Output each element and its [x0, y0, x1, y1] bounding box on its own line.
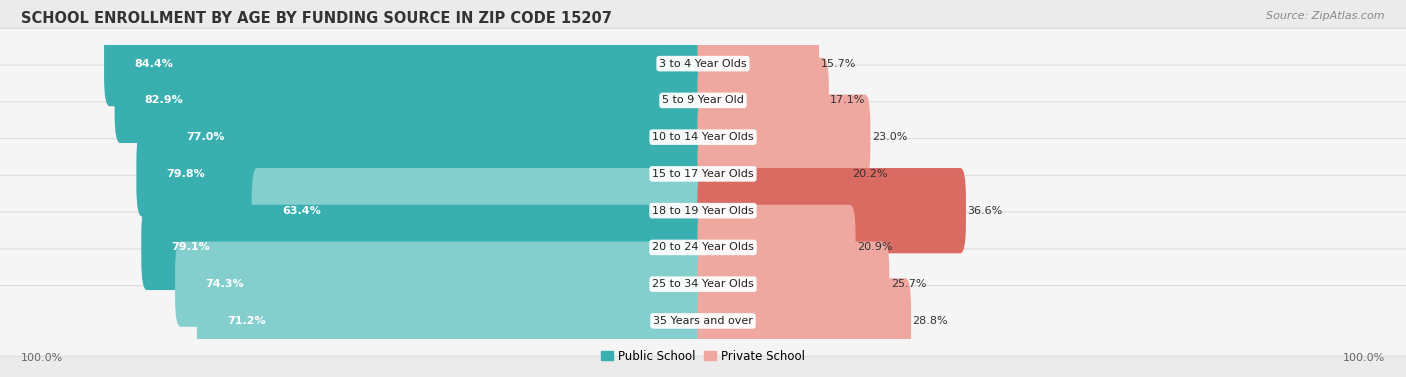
Text: 15 to 17 Year Olds: 15 to 17 Year Olds — [652, 169, 754, 179]
FancyBboxPatch shape — [176, 242, 709, 327]
Text: 63.4%: 63.4% — [281, 205, 321, 216]
FancyBboxPatch shape — [697, 205, 855, 290]
FancyBboxPatch shape — [136, 131, 709, 216]
Text: 18 to 19 Year Olds: 18 to 19 Year Olds — [652, 205, 754, 216]
FancyBboxPatch shape — [252, 168, 709, 253]
Text: SCHOOL ENROLLMENT BY AGE BY FUNDING SOURCE IN ZIP CODE 15207: SCHOOL ENROLLMENT BY AGE BY FUNDING SOUR… — [21, 11, 612, 26]
FancyBboxPatch shape — [0, 102, 1406, 172]
Text: 82.9%: 82.9% — [145, 95, 184, 106]
Text: 25.7%: 25.7% — [891, 279, 927, 289]
Text: 5 to 9 Year Old: 5 to 9 Year Old — [662, 95, 744, 106]
Text: 79.1%: 79.1% — [172, 242, 211, 253]
Text: 71.2%: 71.2% — [226, 316, 266, 326]
FancyBboxPatch shape — [697, 58, 830, 143]
Text: 28.8%: 28.8% — [912, 316, 948, 326]
Text: 20.9%: 20.9% — [858, 242, 893, 253]
Text: 36.6%: 36.6% — [967, 205, 1002, 216]
FancyBboxPatch shape — [697, 21, 818, 106]
FancyBboxPatch shape — [0, 28, 1406, 99]
FancyBboxPatch shape — [0, 286, 1406, 356]
Text: 17.1%: 17.1% — [830, 95, 866, 106]
FancyBboxPatch shape — [0, 139, 1406, 209]
Text: 25 to 34 Year Olds: 25 to 34 Year Olds — [652, 279, 754, 289]
Text: 74.3%: 74.3% — [205, 279, 243, 289]
Legend: Public School, Private School: Public School, Private School — [596, 345, 810, 367]
FancyBboxPatch shape — [697, 278, 911, 363]
FancyBboxPatch shape — [0, 175, 1406, 246]
Text: Source: ZipAtlas.com: Source: ZipAtlas.com — [1267, 11, 1385, 21]
Text: 15.7%: 15.7% — [821, 58, 856, 69]
Text: 84.4%: 84.4% — [134, 58, 173, 69]
FancyBboxPatch shape — [0, 249, 1406, 319]
FancyBboxPatch shape — [114, 58, 709, 143]
FancyBboxPatch shape — [0, 65, 1406, 136]
FancyBboxPatch shape — [697, 131, 851, 216]
Text: 23.0%: 23.0% — [872, 132, 907, 142]
Text: 35 Years and over: 35 Years and over — [652, 316, 754, 326]
FancyBboxPatch shape — [197, 278, 709, 363]
Text: 20 to 24 Year Olds: 20 to 24 Year Olds — [652, 242, 754, 253]
Text: 10 to 14 Year Olds: 10 to 14 Year Olds — [652, 132, 754, 142]
FancyBboxPatch shape — [697, 168, 966, 253]
Text: 100.0%: 100.0% — [21, 353, 63, 363]
FancyBboxPatch shape — [0, 212, 1406, 283]
Text: 3 to 4 Year Olds: 3 to 4 Year Olds — [659, 58, 747, 69]
FancyBboxPatch shape — [104, 21, 709, 106]
FancyBboxPatch shape — [697, 95, 870, 180]
Text: 77.0%: 77.0% — [186, 132, 225, 142]
Text: 79.8%: 79.8% — [166, 169, 205, 179]
FancyBboxPatch shape — [697, 242, 890, 327]
FancyBboxPatch shape — [141, 205, 709, 290]
Text: 20.2%: 20.2% — [852, 169, 887, 179]
FancyBboxPatch shape — [156, 95, 709, 180]
Text: 100.0%: 100.0% — [1343, 353, 1385, 363]
